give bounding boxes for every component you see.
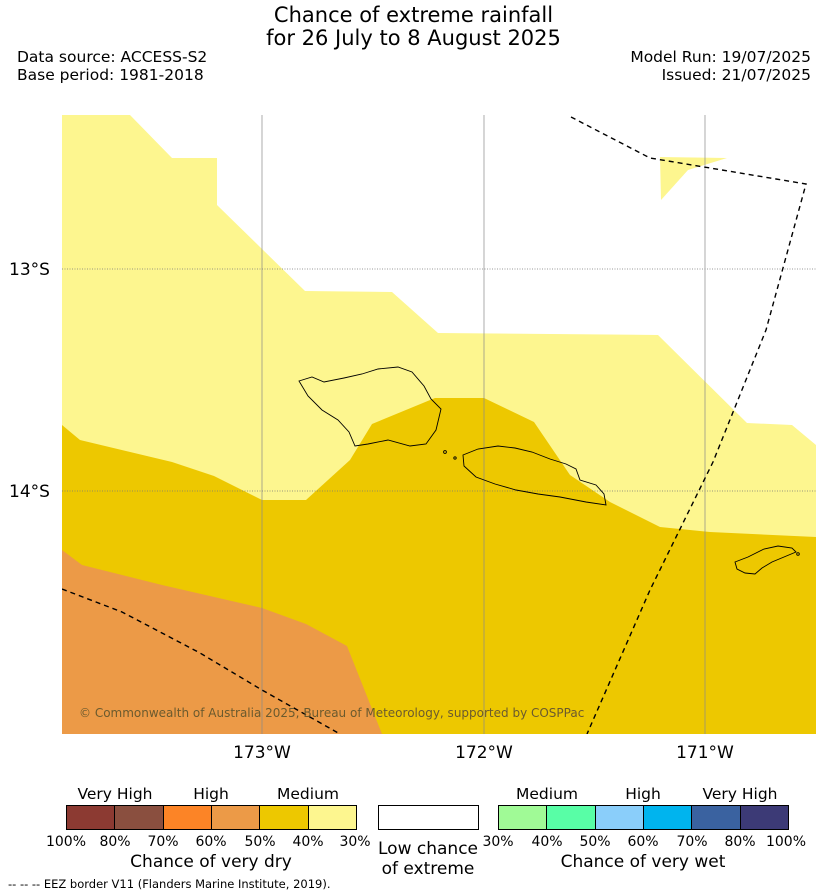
tutuila-island: [734, 545, 797, 575]
islet: [443, 450, 447, 454]
savaii-island: [298, 366, 442, 447]
legend-wet-swatch: [643, 806, 693, 829]
legend-wet-swatch: [692, 806, 741, 829]
legend-dry-swatch: [163, 806, 212, 829]
lat-label: 14°S: [9, 482, 50, 502]
legend-wet-tick: 50%: [579, 834, 611, 850]
legend-dry-very-high: Very High: [77, 785, 153, 803]
map-credit: © Commonwealth of Australia 2025, Bureau…: [79, 706, 585, 720]
issued-date: Issued: 21/07/2025: [661, 66, 811, 84]
upolu-island: [462, 445, 607, 506]
lon-label: 172°W: [455, 743, 513, 760]
legend-dry-swatch: [67, 806, 116, 829]
legend-wet-tick: 70%: [676, 834, 708, 850]
islet: [796, 552, 800, 556]
region-high-dry: [62, 550, 382, 734]
legend-wet-swatch: [595, 806, 644, 829]
legend-wet-tick: 100%: [765, 834, 807, 850]
legend-dry-label: Chance of very dry: [130, 852, 292, 872]
legend-dry-tick: 50%: [244, 834, 276, 850]
islet: [453, 456, 457, 460]
legend-wet-colorbar: [498, 805, 789, 830]
legend-dry-tick: 40%: [292, 834, 324, 850]
title-line-2: for 26 July to 8 August 2025: [266, 26, 561, 50]
legend-low-label-2: of extreme: [381, 859, 475, 879]
coastlines: [298, 366, 800, 575]
legend-dry-colorbar: [66, 805, 357, 830]
legend-dry-medium: Medium: [277, 785, 339, 803]
legend-wet-tick: 40%: [531, 834, 563, 850]
legend-dry-tick: 30%: [339, 834, 371, 850]
legend-dry-swatch: [115, 806, 164, 829]
legend-dry-tick: 100%: [45, 834, 87, 850]
region-medium-light-ne: [660, 157, 727, 200]
legend-dry-tick: 70%: [147, 834, 179, 850]
legend-wet-swatch: [740, 806, 788, 829]
lat-label: 13°S: [9, 260, 50, 280]
legend-low-label-1: Low chance: [378, 839, 478, 859]
lon-label: 173°W: [233, 743, 291, 760]
legend-wet-medium: Medium: [516, 785, 578, 803]
model-run: Model Run: 19/07/2025: [630, 48, 811, 66]
legend-wet-swatch: [499, 806, 548, 829]
legend-dry-swatch: [260, 806, 309, 829]
title-line-1: Chance of extreme rainfall: [273, 3, 554, 27]
legend-wet-very-high: Very High: [702, 785, 778, 803]
eez-border: [62, 116, 807, 734]
legend-dry-swatch: [211, 806, 261, 829]
legend-low-chance-swatch: [378, 805, 479, 830]
legend-wet-high: High: [625, 785, 661, 803]
grid-lines: [261, 115, 706, 734]
base-period: Base period: 1981-2018: [17, 66, 204, 84]
data-source: Data source: ACCESS-S2: [17, 48, 208, 66]
legend-wet-swatch: [547, 806, 596, 829]
legend-dry-swatch: [308, 806, 356, 829]
legend-dry-tick: 80%: [99, 834, 131, 850]
legend-wet-label: Chance of very wet: [560, 852, 726, 872]
legend-wet-tick: 80%: [724, 834, 756, 850]
legend-wet-tick: 30%: [482, 834, 514, 850]
legend-wet-tick: 60%: [627, 834, 659, 850]
legend-dry-high: High: [193, 785, 229, 803]
legend-dry-tick: 60%: [195, 834, 227, 850]
lon-label: 171°W: [676, 743, 734, 760]
eez-footnote: -- -- -- EEZ border V11 (Flanders Marine…: [8, 877, 331, 891]
rainfall-map: 13°S 14°S 173°W 172°W 171°W: [9, 115, 816, 760]
